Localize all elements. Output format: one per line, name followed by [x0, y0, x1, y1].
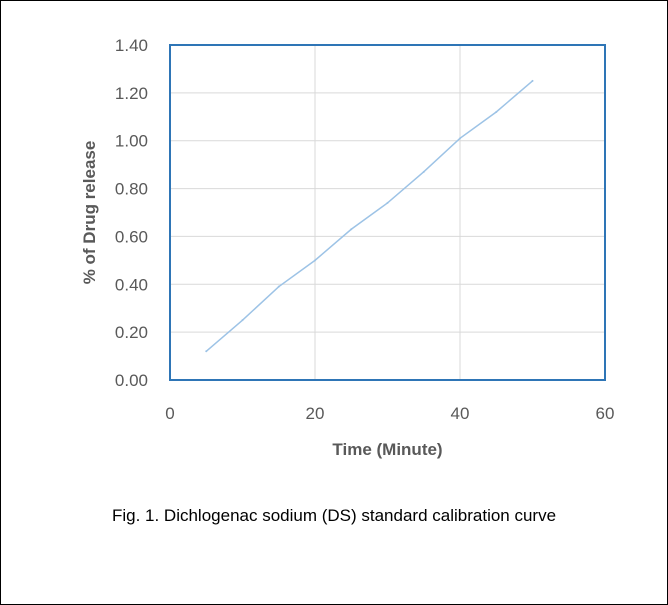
grid-lines	[169, 44, 606, 381]
data-point	[277, 285, 280, 288]
data-point	[459, 137, 461, 140]
data-point	[495, 111, 498, 113]
data-point	[422, 170, 425, 173]
x-tick-label: 40	[451, 404, 470, 423]
data-point	[205, 350, 208, 353]
data-point	[531, 79, 534, 82]
data-point	[386, 201, 389, 204]
x-axis-title: Time (Minute)	[332, 440, 442, 459]
series-layer	[205, 79, 534, 353]
y-tick-label: 1.00	[115, 132, 148, 151]
data-point	[314, 259, 316, 262]
y-tick-label: 0.40	[115, 275, 148, 294]
y-tick-label: 0.80	[115, 180, 148, 199]
x-tick-label: 0	[165, 404, 174, 423]
y-tick-label: 1.40	[115, 36, 148, 55]
plot-area-frame	[169, 44, 606, 381]
y-tick-label: 0.00	[115, 371, 148, 390]
data-point	[350, 228, 353, 231]
y-tick-label: 0.60	[115, 227, 148, 246]
series-line	[205, 80, 533, 352]
x-tick-labels: 0 20 40 60	[165, 404, 614, 423]
x-tick-label: 60	[596, 404, 615, 423]
data-point	[241, 319, 244, 322]
x-tick-label: 20	[306, 404, 325, 423]
figure-caption: Fig. 1. Dichlogenac sodium (DS) standard…	[111, 506, 557, 525]
y-tick-label: 1.20	[115, 84, 148, 103]
y-tick-labels: 0.00 0.20 0.40 0.60 0.80 1.00 1.20 1.40	[115, 36, 148, 390]
y-tick-label: 0.20	[115, 323, 148, 342]
y-axis-title: % of Drug release	[80, 141, 99, 285]
